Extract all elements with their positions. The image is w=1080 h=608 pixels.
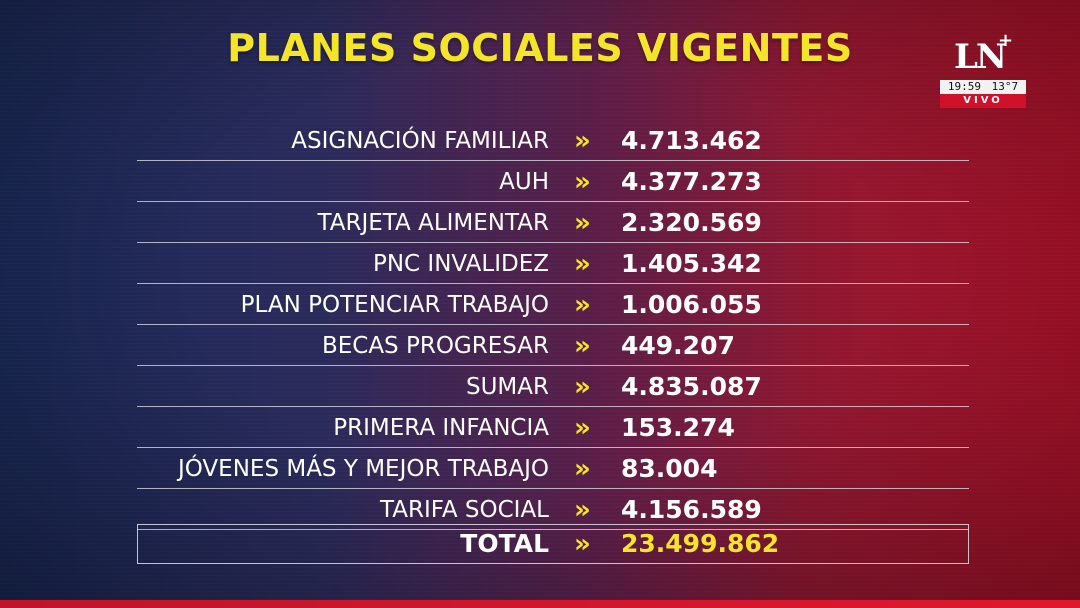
plan-label: SUMAR (466, 374, 549, 400)
table-row: AUH » 4.377.273 (137, 161, 969, 202)
table-row: BECAS PROGRESAR » 449.207 (137, 325, 969, 366)
temperature: 13°7 (991, 80, 1019, 93)
table-row: PRIMERA INFANCIA » 153.274 (137, 407, 969, 448)
table-row: TARIFA SOCIAL » 4.156.589 (137, 489, 969, 530)
plan-value: 4.377.273 (621, 167, 762, 196)
table-row: PLAN POTENCIAR TRABAJO » 1.006.055 (137, 284, 969, 325)
clock-time: 19:59 (947, 80, 981, 93)
logo-plus-icon: + (998, 30, 1014, 51)
plan-label: PRIMERA INFANCIA (333, 415, 549, 441)
plan-label: TARJETA ALIMENTAR (317, 210, 550, 236)
plan-value: 153.274 (621, 413, 735, 442)
live-badge: VIVO (940, 94, 1026, 108)
page-title: PLANES SOCIALES VIGENTES (227, 26, 853, 70)
channel-logo: LN + 19:59 13°7 VIVO (940, 30, 1026, 112)
plan-label: TARIFA SOCIAL (379, 497, 549, 523)
table-row: ASIGNACIÓN FAMILIAR » 4.713.462 (137, 120, 969, 161)
time-temp-strip: 19:59 13°7 (940, 80, 1026, 94)
chevron-right-icon: » (574, 495, 591, 525)
chevron-right-icon: » (574, 413, 591, 443)
plan-value: 449.207 (621, 331, 735, 360)
table-row: SUMAR » 4.835.087 (137, 366, 969, 407)
table-row: PNC INVALIDEZ » 1.405.342 (137, 243, 969, 284)
ln-logo-mark: LN (954, 37, 1007, 77)
total-row: TOTAL » 23.499.862 (137, 524, 969, 564)
plan-label: AUH (499, 169, 549, 195)
plan-value: 1.405.342 (621, 249, 762, 278)
plan-value: 4.835.087 (621, 372, 762, 401)
total-value: 23.499.862 (621, 529, 780, 558)
plan-value: 1.006.055 (621, 290, 762, 319)
plan-label: PLAN POTENCIAR TRABAJO (240, 292, 549, 318)
plan-label: JÓVENES MÁS Y MEJOR TRABAJO (177, 456, 549, 482)
table-row: TARJETA ALIMENTAR » 2.320.569 (137, 202, 969, 243)
bottom-red-bar (0, 600, 1080, 608)
chevron-right-icon: » (574, 372, 591, 402)
chevron-right-icon: » (574, 167, 591, 197)
plan-value: 83.004 (621, 454, 718, 483)
chevron-right-icon: » (574, 529, 591, 559)
plan-value: 2.320.569 (621, 208, 762, 237)
chevron-right-icon: » (574, 454, 591, 484)
table-row: JÓVENES MÁS Y MEJOR TRABAJO » 83.004 (137, 448, 969, 489)
plan-label: BECAS PROGRESAR (321, 333, 549, 359)
chevron-right-icon: » (574, 331, 591, 361)
total-label: TOTAL (460, 529, 549, 558)
plan-value: 4.156.589 (621, 495, 762, 524)
plan-label: ASIGNACIÓN FAMILIAR (291, 128, 549, 154)
plans-table: ASIGNACIÓN FAMILIAR » 4.713.462 AUH » 4.… (137, 120, 969, 530)
chevron-right-icon: » (574, 290, 591, 320)
chevron-right-icon: » (574, 208, 591, 238)
plan-label: PNC INVALIDEZ (372, 251, 549, 277)
chevron-right-icon: » (574, 249, 591, 279)
plan-value: 4.713.462 (621, 126, 762, 155)
chevron-right-icon: » (574, 126, 591, 156)
